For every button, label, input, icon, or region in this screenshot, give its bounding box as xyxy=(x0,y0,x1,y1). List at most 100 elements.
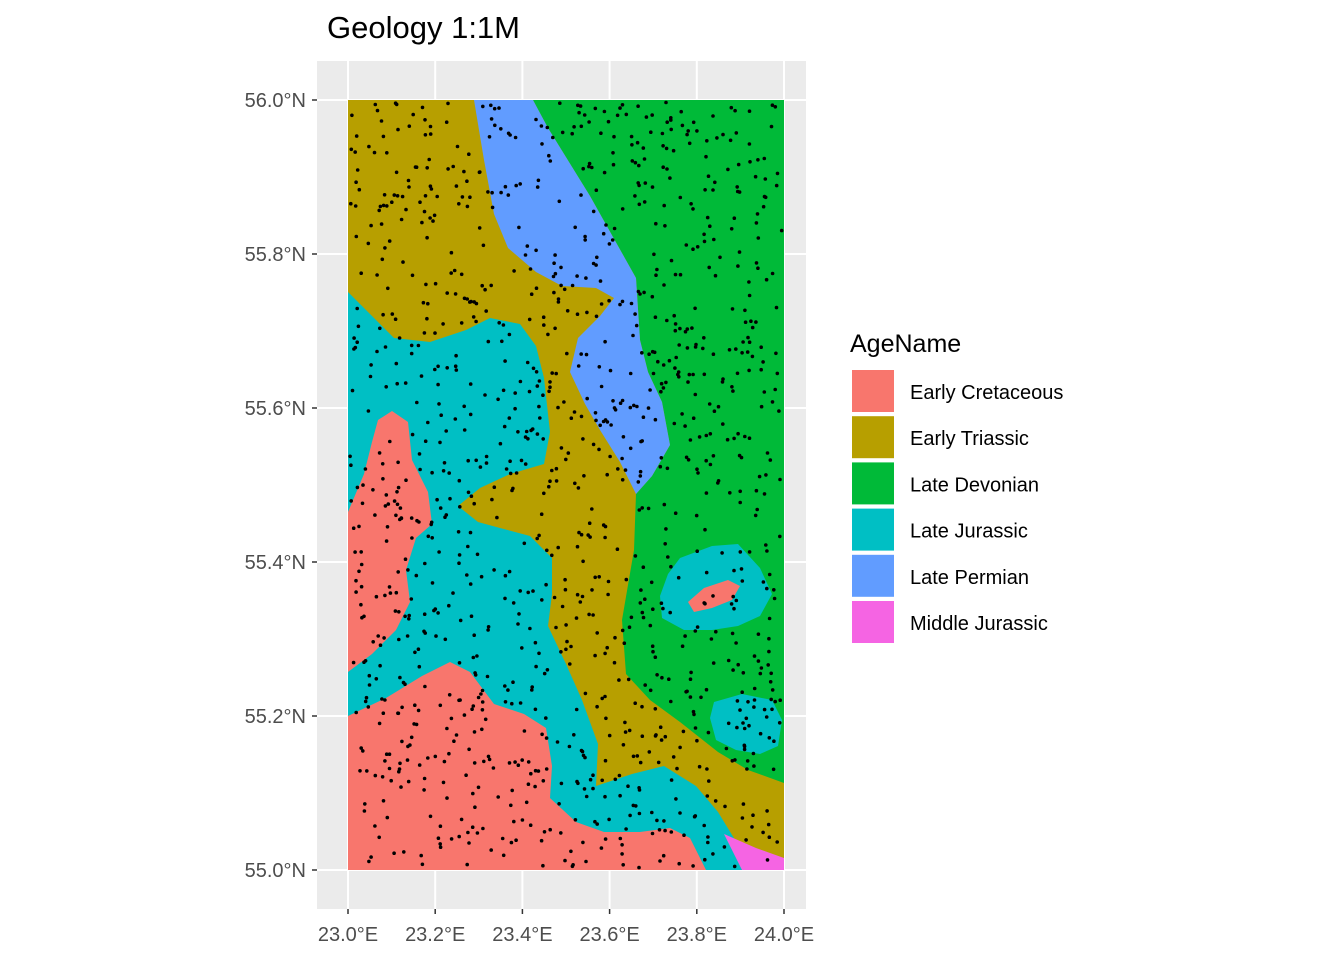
sample-point xyxy=(436,611,440,615)
sample-point xyxy=(510,488,514,493)
sample-point xyxy=(705,215,710,220)
sample-point xyxy=(586,533,590,537)
sample-point xyxy=(743,434,747,439)
sample-point xyxy=(501,388,506,393)
sample-point xyxy=(381,799,386,803)
sample-point xyxy=(778,477,782,482)
sample-point xyxy=(530,685,534,689)
sample-point xyxy=(666,555,670,559)
sample-point xyxy=(469,494,474,499)
sample-point xyxy=(464,773,468,777)
sample-point xyxy=(394,361,399,366)
sample-point xyxy=(560,604,565,609)
sample-point xyxy=(708,432,713,436)
sample-point xyxy=(480,283,485,288)
sample-point xyxy=(483,717,488,722)
sample-point xyxy=(387,766,392,771)
sample-point xyxy=(554,479,559,483)
sample-point xyxy=(525,360,530,365)
sample-point xyxy=(740,690,744,694)
sample-point xyxy=(502,424,507,429)
sample-point xyxy=(711,852,715,856)
sample-point xyxy=(683,424,687,428)
sample-point xyxy=(585,310,589,315)
sample-point xyxy=(683,634,687,638)
sample-point xyxy=(517,612,521,616)
sample-point xyxy=(715,136,719,140)
sample-point xyxy=(428,184,433,188)
sample-point xyxy=(438,845,443,849)
sample-point xyxy=(551,135,555,140)
sample-point xyxy=(562,287,567,292)
sample-point xyxy=(456,530,461,534)
sample-point xyxy=(458,505,462,509)
sample-point xyxy=(665,120,669,124)
sample-point xyxy=(544,716,548,720)
sample-point xyxy=(449,271,454,275)
sample-point xyxy=(547,153,551,158)
sample-point xyxy=(378,204,383,209)
sample-point xyxy=(363,699,368,704)
sample-point xyxy=(383,246,387,250)
sample-point xyxy=(367,859,371,864)
sample-point xyxy=(539,124,544,128)
sample-point xyxy=(603,535,607,540)
sample-point xyxy=(605,472,609,477)
sample-point xyxy=(486,190,490,194)
sample-point xyxy=(665,466,670,471)
sample-point xyxy=(747,436,752,441)
sample-point xyxy=(774,305,779,310)
sample-point xyxy=(678,745,682,750)
sample-point xyxy=(655,818,659,823)
sample-point xyxy=(597,447,601,452)
sample-point xyxy=(475,654,479,658)
sample-point xyxy=(520,818,525,822)
sample-point xyxy=(770,103,775,107)
sample-point xyxy=(712,409,717,414)
sample-point xyxy=(650,113,654,117)
sample-point xyxy=(756,632,761,636)
sample-point xyxy=(534,286,539,291)
sample-point xyxy=(433,754,438,759)
sample-point xyxy=(428,814,433,819)
sample-point xyxy=(497,106,501,110)
sample-point xyxy=(392,193,397,197)
sample-point xyxy=(695,129,699,133)
sample-point xyxy=(732,864,737,869)
sample-point xyxy=(537,651,541,656)
sample-point xyxy=(767,636,771,641)
sample-point xyxy=(530,688,534,692)
sample-point xyxy=(678,811,682,815)
sample-point xyxy=(457,561,461,565)
sample-point xyxy=(378,326,382,331)
sample-point xyxy=(419,374,424,378)
sample-point xyxy=(447,471,452,475)
sample-point xyxy=(680,123,685,128)
sample-point xyxy=(735,371,740,376)
sample-point xyxy=(556,405,560,410)
sample-point xyxy=(569,644,573,649)
sample-point xyxy=(404,207,408,212)
sample-point xyxy=(639,588,643,592)
sample-point xyxy=(584,859,588,864)
sample-point xyxy=(682,833,686,837)
sample-point xyxy=(435,497,439,502)
sample-point xyxy=(406,178,411,183)
sample-point xyxy=(373,824,377,828)
sample-point xyxy=(400,739,404,744)
sample-point xyxy=(767,649,771,654)
sample-point xyxy=(711,188,715,192)
legend-key xyxy=(852,508,894,551)
sample-point xyxy=(380,462,385,466)
sample-point xyxy=(445,796,449,800)
sample-point xyxy=(635,404,639,409)
sample-point xyxy=(620,852,624,856)
sample-point xyxy=(447,603,451,608)
sample-point xyxy=(640,506,644,510)
sample-point xyxy=(703,188,707,192)
sample-point xyxy=(548,385,552,390)
sample-point xyxy=(684,243,689,247)
sample-point xyxy=(687,141,692,146)
sample-point xyxy=(641,146,646,150)
sample-point xyxy=(721,377,725,381)
